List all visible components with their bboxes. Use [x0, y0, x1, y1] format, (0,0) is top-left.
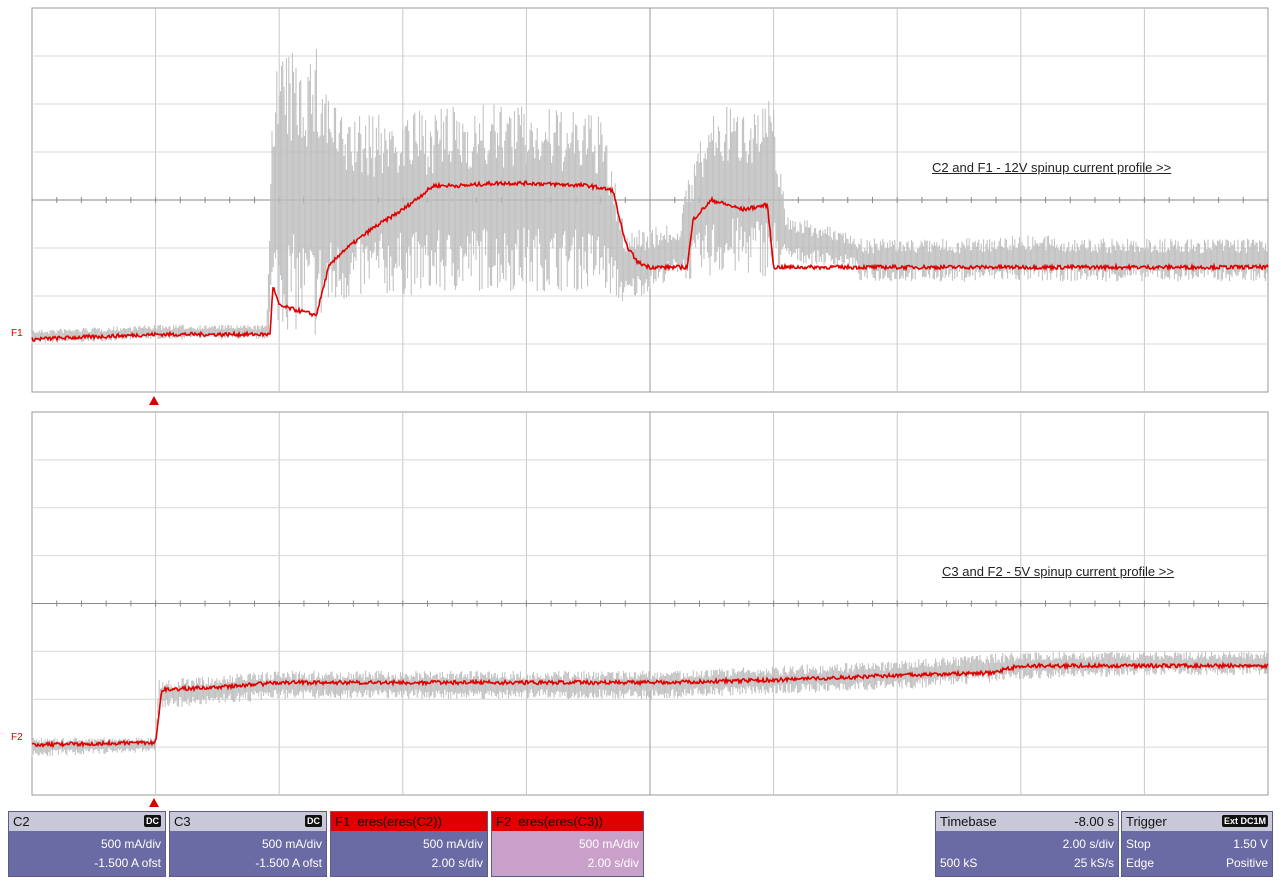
bottom-grid	[31, 411, 1269, 796]
function-f2-panel[interactable]: F2 eres(eres(C3)) 500 mA/div 2.00 s/div	[491, 811, 644, 877]
timebase-samples: 500 kS	[940, 856, 978, 870]
top-trigger-marker	[149, 396, 159, 405]
c2-offset: -1.500 A ofst	[94, 856, 161, 870]
series-f1	[31, 180, 1269, 343]
timebase-rate: 25 kS/s	[1073, 856, 1114, 870]
c2-scale: 500 mA/div	[100, 837, 161, 851]
trigger-level: 1.50 V	[1233, 837, 1268, 851]
c3-offset: -1.500 A ofst	[255, 856, 322, 870]
oscilloscope-display	[31, 7, 1269, 796]
f1-scale: 500 mA/div	[422, 837, 483, 851]
channel-c3-panel[interactable]: C3 DC 500 mA/div -1.500 A ofst	[169, 811, 327, 877]
trigger-source-badge: Ext DC1M	[1221, 815, 1268, 827]
timebase-panel[interactable]: Timebase -8.00 s 2.00 s/div 500 kS 25 kS…	[935, 811, 1119, 877]
f1-trace-marker[interactable]: F1	[11, 328, 23, 339]
trigger-slope: Positive	[1225, 856, 1268, 870]
top-annotation: C2 and F1 - 12V spinup current profile >…	[932, 160, 1172, 175]
channel-c2-panel[interactable]: C2 DC 500 mA/div -1.500 A ofst	[8, 811, 166, 877]
timebase-delay: -8.00 s	[1074, 814, 1114, 829]
top-traces	[31, 49, 1269, 344]
trigger-panel[interactable]: Trigger Ext DC1M Stop 1.50 V Edge Positi…	[1121, 811, 1273, 877]
f2-label: F2	[496, 814, 512, 829]
f1-function: eres(eres(C2))	[357, 814, 442, 829]
c3-coupling-badge: DC	[305, 815, 322, 827]
bottom-trigger-marker	[149, 798, 159, 807]
f2-scale: 500 mA/div	[578, 837, 639, 851]
timebase-time: 2.00 s/div	[1062, 837, 1114, 851]
trigger-mode: Stop	[1126, 837, 1151, 851]
f1-time: 2.00 s/div	[431, 856, 483, 870]
bottom-traces	[31, 651, 1269, 757]
c2-label: C2	[13, 814, 30, 829]
timebase-label: Timebase	[940, 814, 997, 829]
f2-function: eres(eres(C3))	[518, 814, 603, 829]
c3-scale: 500 mA/div	[261, 837, 322, 851]
c2-coupling-badge: DC	[144, 815, 161, 827]
c3-label: C3	[174, 814, 191, 829]
f2-time: 2.00 s/div	[587, 856, 639, 870]
f1-label: F1	[335, 814, 351, 829]
function-f1-panel[interactable]: F1 eres(eres(C2)) 500 mA/div 2.00 s/div	[330, 811, 488, 877]
trigger-label: Trigger	[1126, 814, 1167, 829]
series-f2	[31, 661, 1269, 749]
f2-trace-marker[interactable]: F2	[11, 732, 23, 743]
bottom-annotation: C3 and F2 - 5V spinup current profile >>	[942, 564, 1174, 579]
trigger-type: Edge	[1126, 856, 1155, 870]
